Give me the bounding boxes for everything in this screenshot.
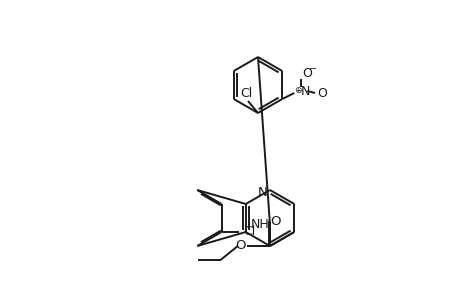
Text: O: O xyxy=(235,239,246,253)
Text: Cl: Cl xyxy=(242,226,255,238)
Text: ⊕: ⊕ xyxy=(294,85,302,94)
Text: NH: NH xyxy=(250,218,269,232)
Text: O: O xyxy=(317,86,326,100)
Text: N: N xyxy=(301,85,310,98)
Text: N: N xyxy=(257,185,267,199)
Text: O: O xyxy=(270,215,280,228)
Text: O: O xyxy=(302,67,312,80)
Text: Cl: Cl xyxy=(239,86,252,100)
Text: −: − xyxy=(308,64,317,74)
